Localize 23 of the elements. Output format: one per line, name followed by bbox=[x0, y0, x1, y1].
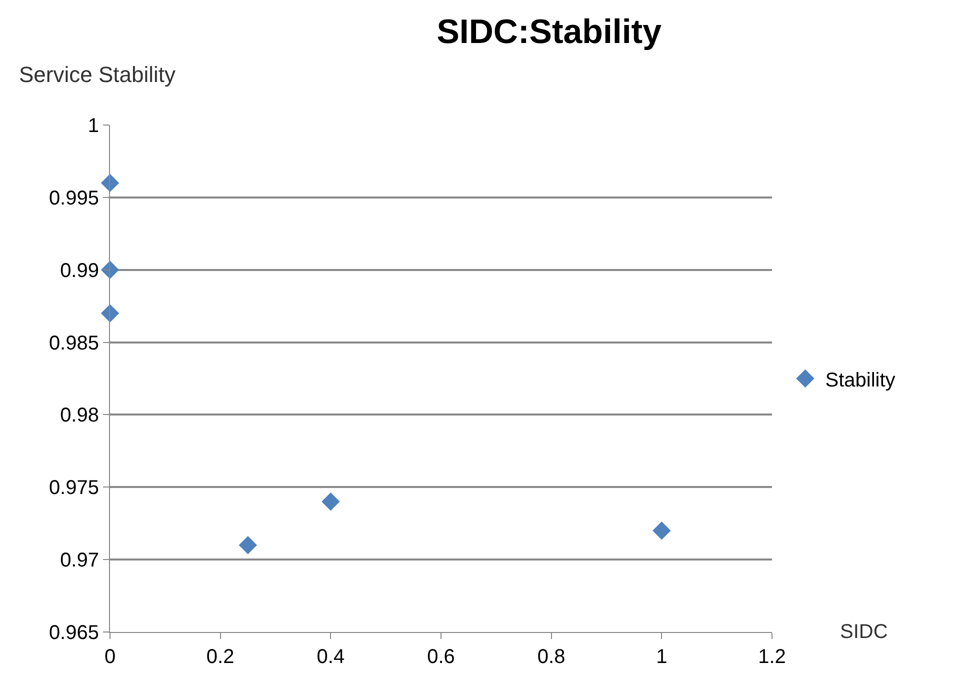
point bbox=[238, 536, 258, 554]
y-tick-label: 0.965 bbox=[48, 622, 99, 644]
y-tick-label: 1 bbox=[88, 115, 99, 137]
legend-label: Stability bbox=[825, 369, 896, 392]
x-tick-label: 1.2 bbox=[758, 646, 786, 668]
chart-title: SIDC:Stability bbox=[436, 13, 662, 52]
x-tick-label: 0.6 bbox=[427, 646, 455, 668]
x-tick-label: 1 bbox=[656, 646, 668, 668]
x-tick-label: 0.8 bbox=[537, 646, 566, 668]
x-axis-title: SIDC bbox=[840, 621, 888, 643]
y-tick-label: 0.98 bbox=[60, 404, 99, 427]
y-tick-label: 0.99 bbox=[60, 260, 99, 282]
point bbox=[322, 492, 340, 511]
x-tick-label: 0.2 bbox=[206, 646, 234, 668]
x-tick-label: 0.4 bbox=[316, 646, 345, 668]
y-axis-title: Service Stability bbox=[19, 62, 176, 87]
y-tick-label: 0.995 bbox=[48, 187, 99, 210]
x-tick-label: 0 bbox=[104, 646, 116, 668]
y-tick-label: 0.975 bbox=[48, 477, 99, 500]
point bbox=[652, 522, 671, 540]
y-tick-label: 0.985 bbox=[48, 332, 99, 354]
point bbox=[100, 174, 120, 192]
y-tick-label: 0.97 bbox=[60, 550, 99, 572]
